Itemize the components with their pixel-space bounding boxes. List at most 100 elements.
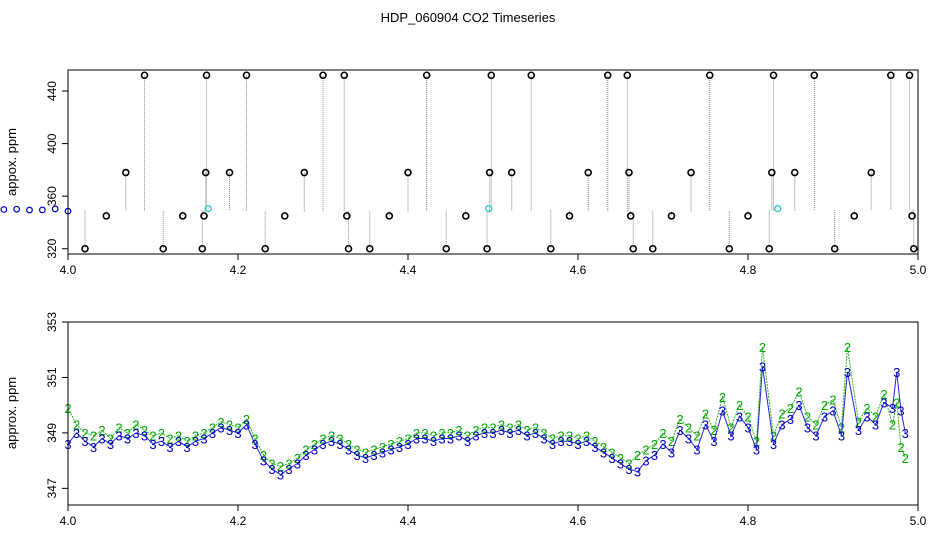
series-marker: 2	[727, 420, 734, 435]
series-marker: 3	[404, 437, 411, 452]
top-drop-lines	[84, 75, 915, 249]
series-marker: 3	[617, 456, 624, 471]
series-marker: 2	[702, 407, 709, 422]
series-marker: 2	[115, 420, 122, 435]
series-marker: 3	[370, 448, 377, 463]
spike-point	[485, 168, 494, 177]
series-marker: 3	[192, 434, 199, 449]
series-marker: 2	[523, 423, 530, 438]
top-baseline-points	[0, 204, 782, 215]
baseline-point	[26, 206, 33, 214]
series-marker: 2	[124, 426, 131, 441]
series-marker: 2	[506, 420, 513, 435]
series-marker: 2	[141, 423, 148, 438]
series-marker: 3	[821, 409, 828, 424]
spike-point	[546, 244, 555, 253]
spike-point	[667, 212, 676, 220]
spike-point	[122, 168, 130, 177]
series-marker: 2	[277, 459, 284, 474]
series-marker: 2	[591, 434, 598, 449]
series-marker: 2	[540, 426, 547, 441]
series-marker: 3	[651, 448, 658, 463]
series-marker: 3	[260, 454, 267, 469]
spike-point	[340, 71, 349, 80]
series-marker: 2	[489, 420, 496, 435]
x-tick-label: 4.4	[400, 263, 417, 277]
y-tick-label: 347	[45, 478, 59, 498]
series-marker: 2	[192, 429, 199, 444]
series-marker: 2	[413, 426, 420, 441]
series-marker: 3	[421, 431, 428, 446]
series-marker: 3	[759, 359, 766, 374]
series-marker: 2	[753, 434, 760, 449]
series-marker: 2	[838, 420, 845, 435]
series-marker: 3	[481, 426, 488, 441]
baseline-point	[38, 206, 46, 214]
series-marker: 3	[719, 404, 726, 419]
series-marker: 2	[226, 418, 233, 433]
series-marker: 2	[515, 418, 522, 433]
series-marker: 3	[200, 431, 207, 446]
x-tick-label: 4.8	[740, 263, 757, 277]
series-marker: 3	[430, 434, 437, 449]
spike-point	[344, 244, 353, 253]
series-marker: 3	[447, 431, 454, 446]
series-marker: 3	[319, 437, 326, 452]
y-tick-label: 351	[45, 367, 59, 387]
series-marker: 2	[566, 429, 573, 444]
series-marker: 2	[243, 412, 250, 427]
series-marker: 3	[872, 418, 879, 433]
series-marker: 3	[804, 420, 811, 435]
series-marker: 2	[532, 420, 539, 435]
series-marker: 3	[583, 434, 590, 449]
spike-point	[744, 212, 752, 220]
series-marker: 2	[736, 398, 743, 413]
series-marker: 2	[880, 387, 887, 402]
series-marker: 3	[608, 451, 615, 466]
series-marker: 3	[897, 404, 904, 419]
spike-point	[765, 244, 774, 253]
series-marker: 2	[328, 429, 335, 444]
series-marker: 3	[770, 437, 777, 452]
series-marker: 2	[893, 395, 900, 410]
bottom-y-axis: 347 349 351 353	[45, 312, 68, 498]
series-marker: 2	[166, 431, 173, 446]
series-marker: 2	[285, 456, 292, 471]
series-marker: 2	[778, 407, 785, 422]
x-tick-label: 4.2	[230, 263, 247, 277]
series-marker: 2	[872, 409, 879, 424]
series-marker: 3	[353, 448, 360, 463]
top-plot-frame	[67, 69, 919, 255]
series-marker: 2	[464, 429, 471, 444]
series-marker: 2	[438, 426, 445, 441]
spike-point	[603, 71, 612, 80]
series-marker: 2	[651, 437, 658, 452]
baseline-point	[13, 205, 21, 213]
baseline-point	[51, 205, 59, 213]
series-marker: 3	[893, 365, 900, 380]
spike-point	[242, 71, 251, 80]
spike-point	[300, 168, 309, 177]
series-marker: 2	[404, 431, 411, 446]
series-marker: 3	[234, 426, 241, 441]
y-tick-label: 349	[45, 423, 59, 443]
baseline-point-alt	[485, 204, 493, 213]
spike-point	[422, 71, 431, 80]
spike-point	[908, 212, 916, 220]
spike-point	[790, 168, 799, 177]
series-marker: 2	[844, 340, 851, 355]
spike-point	[200, 212, 208, 220]
spike-point	[202, 71, 211, 80]
spike-point	[159, 244, 167, 253]
series-marker: 2	[829, 393, 836, 408]
series-marker: 3	[132, 426, 139, 441]
series-marker: 2	[73, 418, 80, 433]
spike-point	[81, 244, 89, 253]
series-marker: 2	[336, 431, 343, 446]
series-marker: 2	[396, 434, 403, 449]
spike-point	[584, 168, 593, 177]
series-marker: 3	[506, 426, 513, 441]
series-marker: 3	[98, 431, 105, 446]
